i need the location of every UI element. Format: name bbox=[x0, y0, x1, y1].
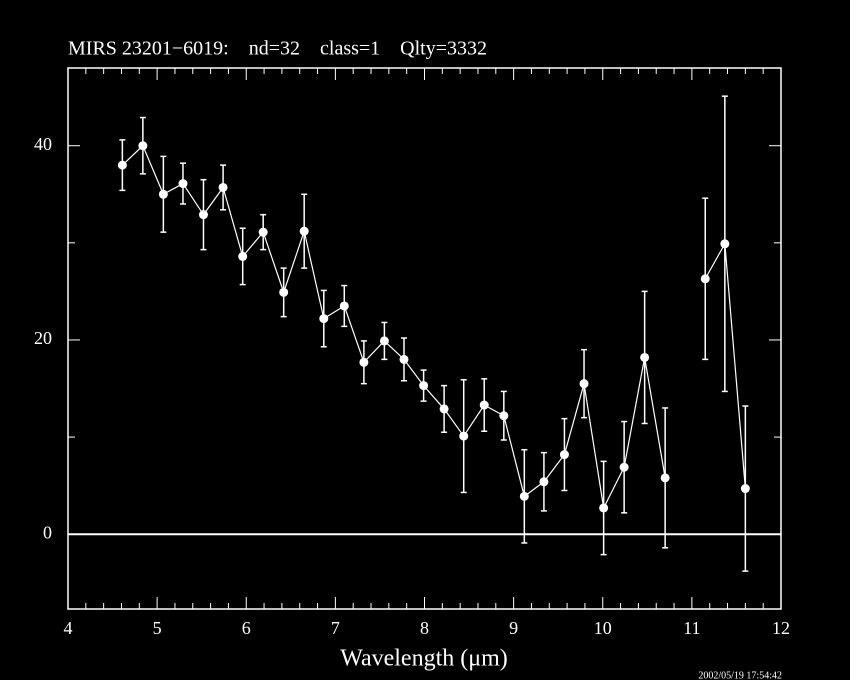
x-tick-label: 7 bbox=[331, 618, 340, 638]
x-tick-label: 10 bbox=[594, 618, 612, 638]
data-point bbox=[359, 357, 369, 367]
data-point bbox=[178, 179, 188, 189]
data-point bbox=[660, 473, 670, 483]
data-point bbox=[198, 210, 208, 220]
x-tick-label: 12 bbox=[772, 618, 790, 638]
data-point bbox=[279, 287, 289, 297]
data-point bbox=[158, 189, 168, 199]
data-point bbox=[599, 503, 609, 513]
data-point bbox=[559, 450, 569, 460]
data-point bbox=[258, 227, 268, 237]
y-tick-label: 40 bbox=[34, 134, 52, 154]
y-tick-label: 20 bbox=[34, 328, 52, 348]
x-tick-label: 8 bbox=[420, 618, 429, 638]
x-tick-label: 6 bbox=[242, 618, 251, 638]
data-point bbox=[740, 484, 750, 494]
x-tick-label: 4 bbox=[64, 618, 73, 638]
data-point bbox=[499, 411, 509, 421]
data-point bbox=[399, 354, 409, 364]
data-point bbox=[700, 274, 710, 284]
data-point bbox=[299, 226, 309, 236]
data-point bbox=[720, 239, 730, 249]
x-tick-label: 5 bbox=[153, 618, 162, 638]
y-tick-label: 0 bbox=[43, 522, 52, 542]
data-point bbox=[539, 477, 549, 487]
data-point bbox=[579, 379, 589, 389]
chart-title: MIRS 23201−6019: nd=32 class=1 Qlty=3332 bbox=[68, 38, 487, 60]
x-tick-label: 9 bbox=[509, 618, 518, 638]
data-point bbox=[459, 431, 469, 441]
x-tick-label: 11 bbox=[683, 618, 700, 638]
data-point bbox=[339, 301, 349, 311]
timestamp: 2002/05/19 17:54:42 bbox=[698, 670, 782, 680]
data-point bbox=[138, 141, 148, 151]
x-axis-label: Wavelength (μm) bbox=[340, 646, 508, 672]
data-point bbox=[218, 182, 228, 192]
data-point bbox=[238, 251, 248, 261]
data-line bbox=[121, 144, 666, 510]
data-point bbox=[640, 352, 650, 362]
data-point bbox=[419, 381, 429, 391]
data-point bbox=[117, 160, 127, 170]
data-point bbox=[479, 400, 489, 410]
data-point bbox=[439, 404, 449, 414]
data-point bbox=[519, 491, 529, 501]
data-point bbox=[379, 336, 389, 346]
data-point bbox=[319, 314, 329, 324]
data-point bbox=[619, 462, 629, 472]
